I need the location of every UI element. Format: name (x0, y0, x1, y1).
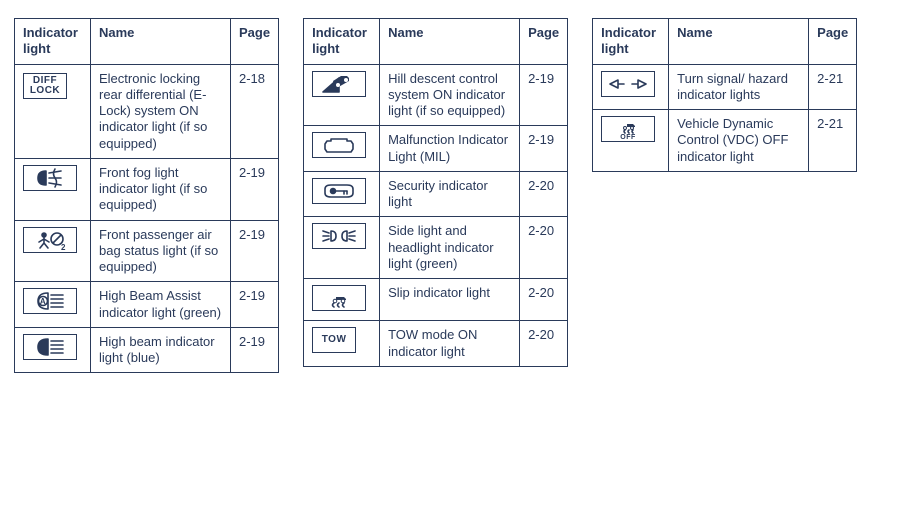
front-fog-icon (23, 165, 77, 191)
indicator-icon-cell (304, 126, 380, 172)
side-light-icon (312, 223, 366, 249)
column-header-name: Name (669, 19, 809, 65)
indicator-name: Turn signal/ hazard indicator lights (669, 64, 809, 110)
indicator-icon-cell: DIFF LOCK (15, 64, 91, 158)
svg-text:A: A (40, 297, 46, 306)
indicator-name: Vehicle Dynamic Control (VDC) OFF indica… (669, 110, 809, 172)
table-row: DIFF LOCK Electronic locking rear differe… (15, 64, 279, 158)
indicator-page: 2-19 (520, 64, 568, 126)
indicator-table-col-3: Indicator lightNamePageTurn signal/ haza… (592, 18, 857, 172)
indicator-icon-cell (304, 217, 380, 279)
indicator-page: 2-19 (231, 282, 279, 328)
indicator-icon-cell: A (15, 282, 91, 328)
indicator-icon-cell (15, 327, 91, 373)
indicator-page: 2-21 (809, 110, 857, 172)
column-header-name: Name (380, 19, 520, 65)
indicator-page: 2-18 (231, 64, 279, 158)
indicator-tables-container: Indicator lightNamePageDIFF LOCKElectron… (14, 18, 886, 373)
column-header-icon: Indicator light (593, 19, 669, 65)
indicator-page: 2-21 (809, 64, 857, 110)
indicator-page: 2-20 (520, 171, 568, 217)
indicator-table-col-2: Indicator lightNamePageHill descent cont… (303, 18, 568, 367)
column-header-icon: Indicator light (15, 19, 91, 65)
pass-airbag-icon: 2 (23, 227, 77, 253)
table-row: Side light and headlight indicator light… (304, 217, 568, 279)
indicator-table: Indicator lightNamePageHill descent cont… (303, 18, 568, 367)
turn-signal-icon (601, 71, 655, 97)
high-beam-icon (23, 334, 77, 360)
indicator-name: Front fog light indicator light (if so e… (91, 158, 231, 220)
table-row: High beam indicator light (blue)2-19 (15, 327, 279, 373)
column-header-icon: Indicator light (304, 19, 380, 65)
indicator-name: TOW mode ON indicator light (380, 321, 520, 367)
column-header-page: Page (231, 19, 279, 65)
indicator-page: 2-19 (231, 220, 279, 282)
indicator-page: 2-20 (520, 279, 568, 321)
table-row: Turn signal/ hazard indicator lights2-21 (593, 64, 857, 110)
hba-icon: A (23, 288, 77, 314)
mil-icon (312, 132, 366, 158)
vdc-off-icon: OFF (601, 116, 655, 142)
indicator-icon-cell (304, 64, 380, 126)
security-icon (312, 178, 366, 204)
indicator-icon-cell (15, 158, 91, 220)
indicator-table-col-1: Indicator lightNamePage DIFF LOCK Electron… (14, 18, 279, 373)
indicator-name: Front passenger air bag status light (if… (91, 220, 231, 282)
table-row: Slip indicator light2-20 (304, 279, 568, 321)
column-header-page: Page (809, 19, 857, 65)
table-row: TOW TOW mode ON indicator light2-20 (304, 321, 568, 367)
indicator-icon-cell: OFF (593, 110, 669, 172)
slip-icon (312, 285, 366, 311)
table-row: OFF Vehicle Dynamic Control (VDC) OFF ind… (593, 110, 857, 172)
indicator-name: Electronic locking rear differential (E-… (91, 64, 231, 158)
indicator-name: Hill descent control system ON indicator… (380, 64, 520, 126)
table-row: Security indicator light2-20 (304, 171, 568, 217)
table-row: A High Beam Assist indicator light (green… (15, 282, 279, 328)
table-row: Malfunction Indicator Light (MIL)2-19 (304, 126, 568, 172)
indicator-page: 2-19 (520, 126, 568, 172)
indicator-table: Indicator lightNamePageTurn signal/ haza… (592, 18, 857, 172)
diff-lock-icon: DIFF LOCK (23, 73, 67, 99)
indicator-icon-cell: TOW (304, 321, 380, 367)
indicator-name: Slip indicator light (380, 279, 520, 321)
indicator-name: Side light and headlight indicator light… (380, 217, 520, 279)
indicator-name: Malfunction Indicator Light (MIL) (380, 126, 520, 172)
column-header-page: Page (520, 19, 568, 65)
indicator-page: 2-20 (520, 217, 568, 279)
svg-text:OFF: OFF (620, 134, 636, 141)
svg-text:2: 2 (61, 243, 66, 252)
indicator-name: Security indicator light (380, 171, 520, 217)
table-row: Hill descent control system ON indicator… (304, 64, 568, 126)
indicator-icon-cell (304, 171, 380, 217)
indicator-name: High Beam Assist indicator light (green) (91, 282, 231, 328)
indicator-icon-cell: 2 (15, 220, 91, 282)
indicator-table: Indicator lightNamePage DIFF LOCK Electron… (14, 18, 279, 373)
indicator-page: 2-19 (231, 327, 279, 373)
indicator-icon-cell (593, 64, 669, 110)
indicator-name: High beam indicator light (blue) (91, 327, 231, 373)
indicator-page: 2-20 (520, 321, 568, 367)
table-row: Front fog light indicator light (if so e… (15, 158, 279, 220)
indicator-icon-cell (304, 279, 380, 321)
table-row: 2 Front passenger air bag status light (i… (15, 220, 279, 282)
column-header-name: Name (91, 19, 231, 65)
hill-desc-icon (312, 71, 366, 97)
tow-icon: TOW (312, 327, 356, 353)
indicator-page: 2-19 (231, 158, 279, 220)
